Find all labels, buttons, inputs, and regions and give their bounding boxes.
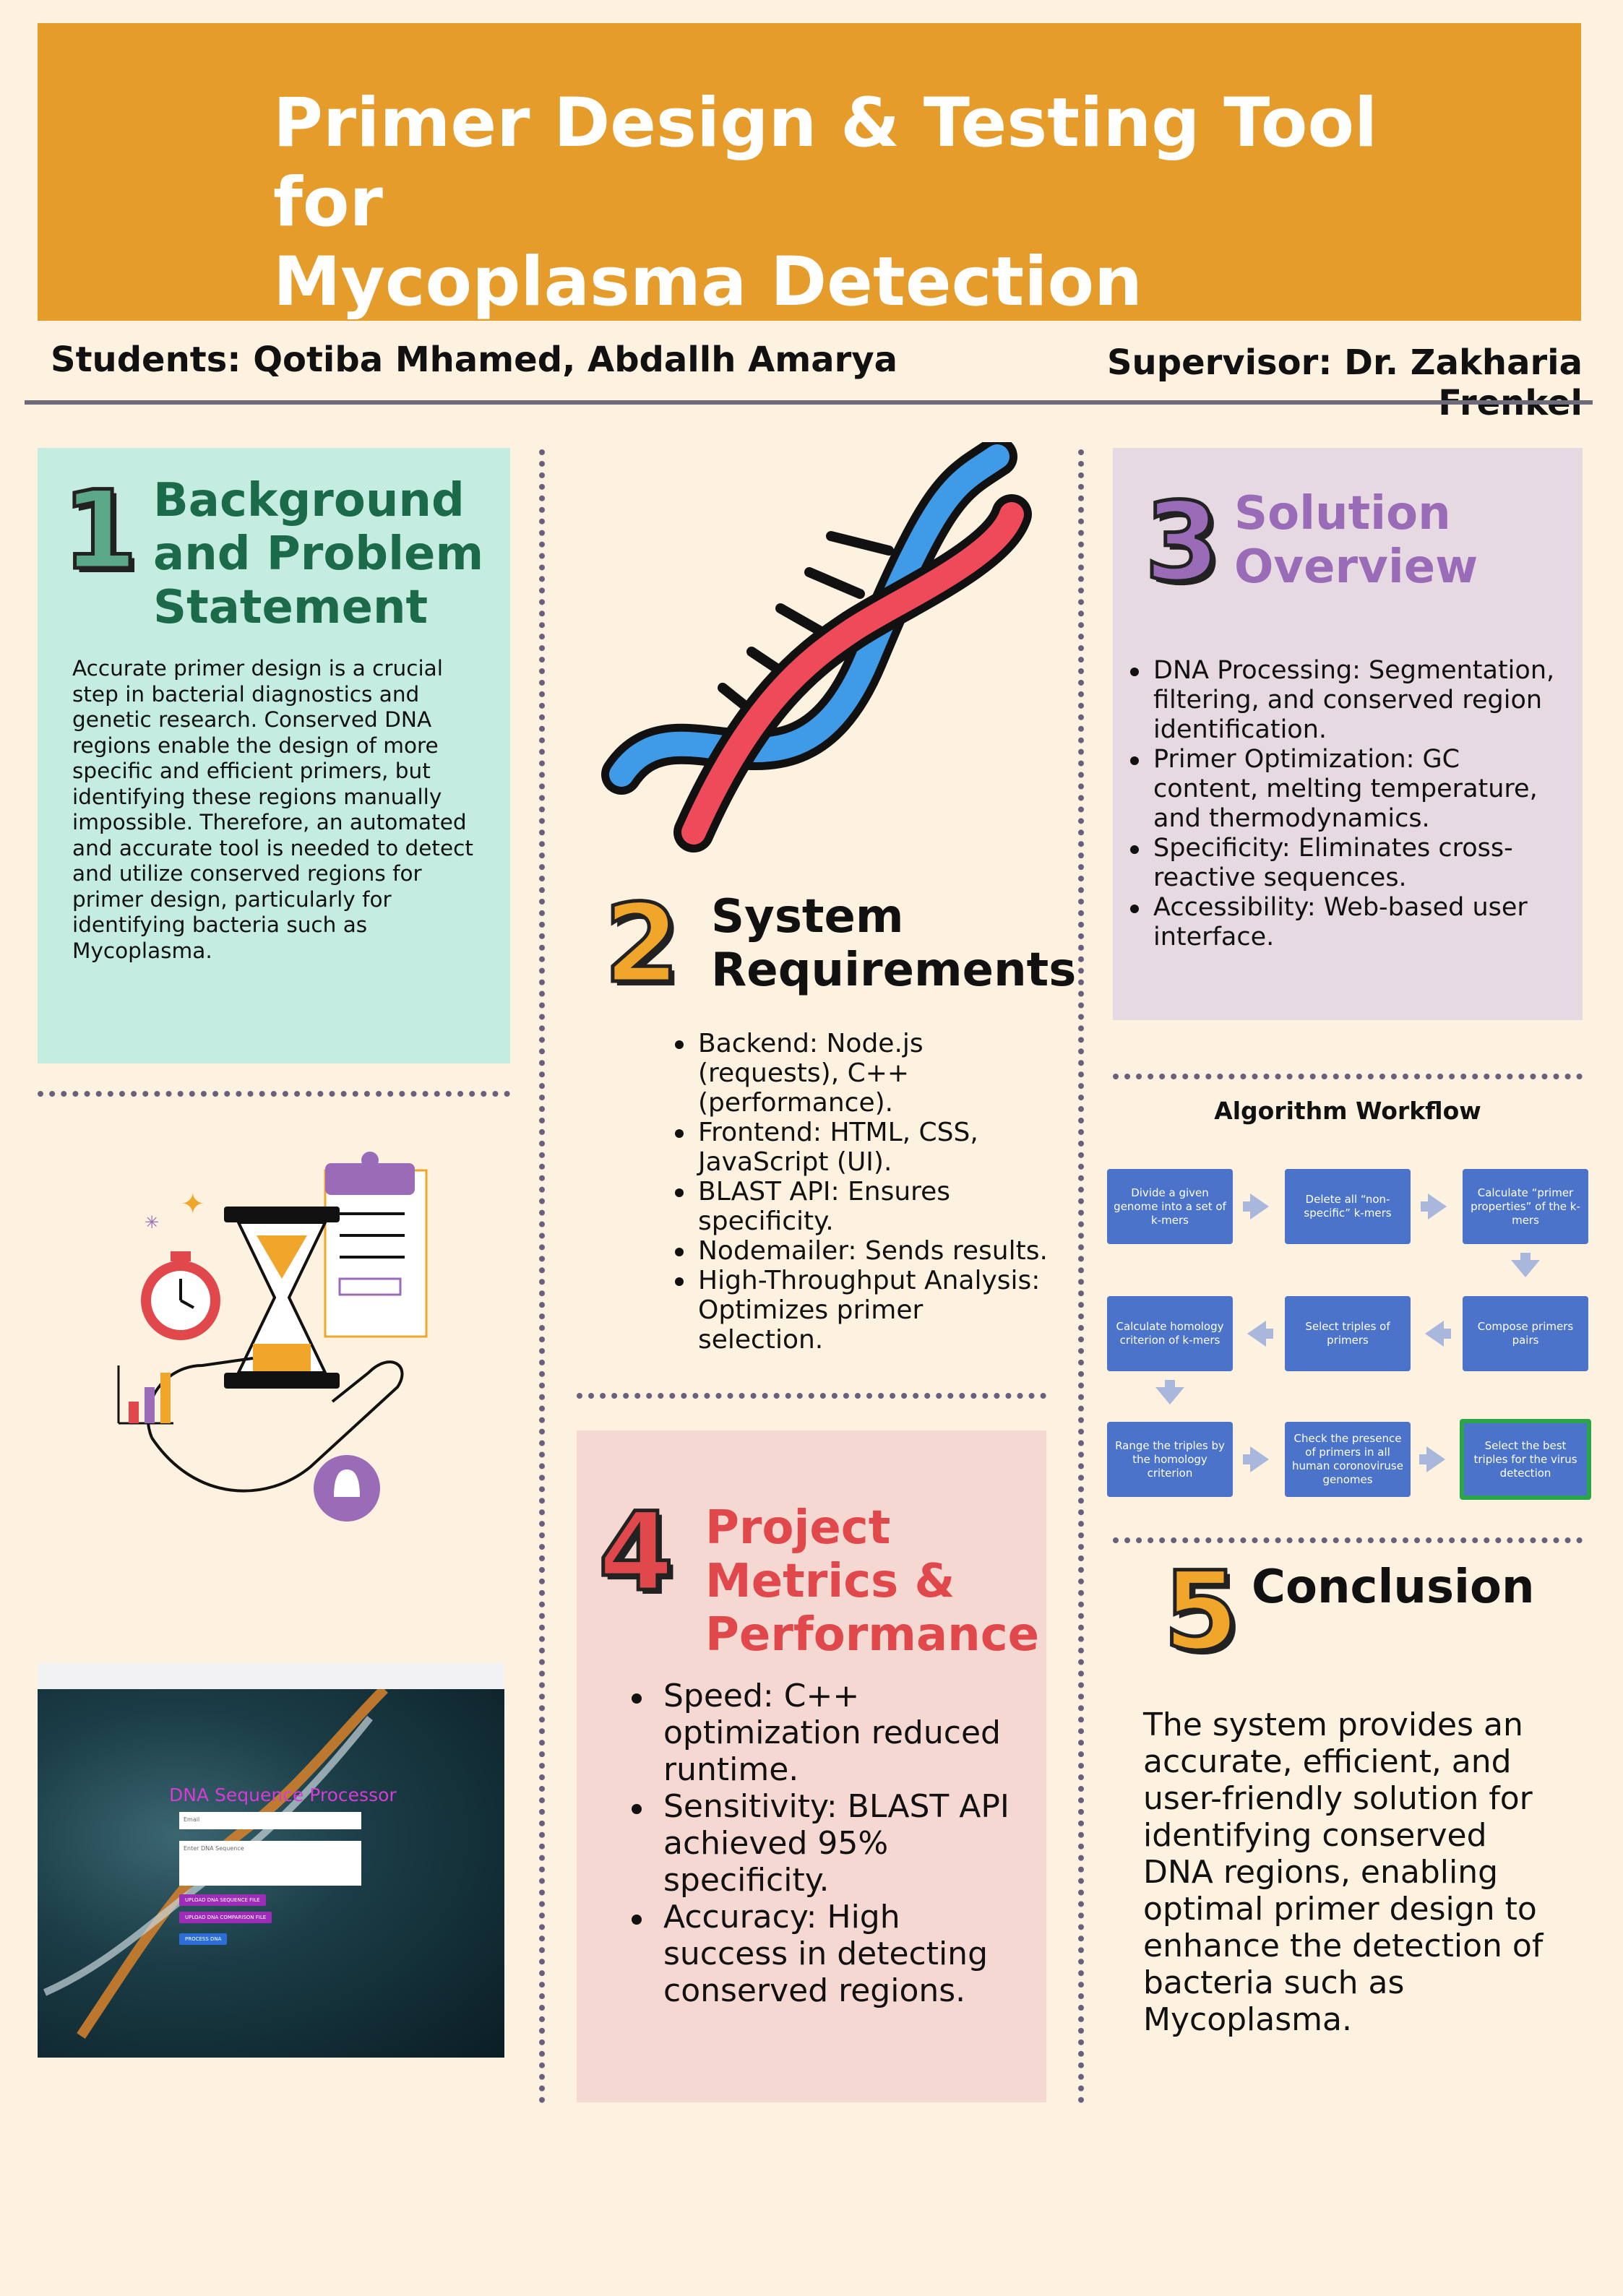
list-item: Specificity: Eliminates cross-reactive s… <box>1127 834 1568 893</box>
list-item: Accuracy: High success in detecting cons… <box>629 1899 1019 2009</box>
section-background-panel <box>38 448 510 1063</box>
workflow-title: Algorithm Workflow <box>1214 1097 1481 1125</box>
process-dna-button[interactable]: PROCESS DNA <box>179 1933 228 1945</box>
dna-sequence-input[interactable]: Enter DNA Sequence <box>179 1841 361 1886</box>
list-item: Primer Optimization: GC content, melting… <box>1127 745 1568 834</box>
svg-text:✳: ✳ <box>145 1212 159 1233</box>
list-item: BLAST API: Ensures specificity. <box>672 1177 1055 1236</box>
header-banner <box>38 23 1581 321</box>
workflow-step-range: Range the triples by the homology criter… <box>1107 1422 1233 1497</box>
arrow-down-icon <box>1511 1260 1540 1277</box>
poster-title: Primer Design & Testing Tool for Mycopla… <box>273 84 1502 322</box>
section-2-title: System Requirements <box>711 890 1077 997</box>
arrow-down-icon <box>1165 1380 1175 1389</box>
section-4-title: Project Metrics & Performance <box>705 1501 1040 1662</box>
metrics-list: Speed: C++ optimization reduced runtime.… <box>629 1678 1019 2009</box>
row-divider-workflow <box>1113 1537 1583 1543</box>
list-item: DNA Processing: Segmentation, filtering,… <box>1127 656 1568 745</box>
app-screenshot: DNA Sequence Processor Email Enter DNA S… <box>38 1663 504 2058</box>
workflow-step-divide: Divide a given genome into a set of k-me… <box>1107 1169 1233 1244</box>
section-1-title: Background and Problem Statement <box>153 474 484 634</box>
arrow-right-icon <box>1426 1446 1445 1472</box>
arrow-down-icon <box>1155 1387 1184 1404</box>
list-item: High-Throughput Analysis: Optimizes prim… <box>672 1266 1055 1355</box>
arrow-right-icon <box>1250 1446 1269 1472</box>
workflow-step-delete: Delete all “non-specific” k-mers <box>1285 1169 1411 1244</box>
svg-text:✦: ✦ <box>181 1188 205 1221</box>
arrow-left-icon <box>1425 1321 1444 1347</box>
list-item: Sensitivity: BLAST API achieved 95% spec… <box>629 1788 1019 1899</box>
hourglass-hand-illustration: ✦ ✳ <box>117 1152 428 1522</box>
arrow-left-icon <box>1265 1329 1273 1339</box>
hourglass-icon <box>224 1207 340 1222</box>
title-line-1: Primer Design & Testing Tool for <box>273 84 1378 242</box>
solution-list: DNA Processing: Segmentation, filtering,… <box>1127 656 1568 952</box>
list-item: Frontend: HTML, CSS, JavaScript (UI). <box>672 1118 1055 1177</box>
dna-helix-illustration <box>601 442 1032 853</box>
list-item: Nodemailer: Sends results. <box>672 1236 1055 1266</box>
row-divider-s1 <box>38 1091 510 1097</box>
section-5-title: Conclusion <box>1252 1561 1535 1614</box>
header-divider <box>25 400 1593 405</box>
section-4-number: 4 <box>596 1490 675 1615</box>
workflow-step-select-triples: Select triples of primers <box>1285 1296 1411 1371</box>
browser-toolbar <box>38 1663 504 1689</box>
section-3-number: 3 <box>1142 480 1221 605</box>
email-field[interactable]: Email <box>179 1812 361 1829</box>
section-2-number: 2 <box>602 881 681 1007</box>
workflow-step-homology: Calculate homology criterion of k-mers <box>1107 1296 1233 1371</box>
section-1-body: Accurate primer design is a crucial step… <box>72 656 473 963</box>
list-item: Backend: Node.js (requests), C++ (perfor… <box>672 1029 1055 1118</box>
title-line-2: Mycoplasma Detection <box>273 243 1142 321</box>
arrow-right-icon <box>1419 1454 1428 1464</box>
column-divider-left <box>539 449 545 2104</box>
arrow-left-icon <box>1442 1329 1451 1339</box>
arrow-down-icon <box>1520 1253 1531 1261</box>
arrow-right-icon <box>1243 1454 1252 1464</box>
list-item: Accessibility: Web-based user interface. <box>1127 893 1568 952</box>
app-title: DNA Sequence Processor <box>169 1784 397 1805</box>
section-5-body: The system provides an accurate, efficie… <box>1143 1706 1544 2038</box>
section-solution-panel <box>1113 448 1583 1020</box>
row-divider-s3 <box>1113 1074 1583 1079</box>
arrow-right-icon <box>1243 1201 1252 1212</box>
workflow-step-check-presence: Check the presence of primers in all hum… <box>1285 1422 1411 1497</box>
section-metrics-panel <box>577 1430 1046 2102</box>
column-divider-right <box>1078 449 1084 2104</box>
students-label: Students: Qotiba Mhamed, Abdallh Amarya <box>51 340 897 380</box>
upload-sequence-button[interactable]: UPLOAD DNA SEQUENCE FILE <box>179 1894 266 1906</box>
upload-comparison-button[interactable]: UPLOAD DNA COMPARISON FILE <box>179 1912 272 1923</box>
section-1-number: 1 <box>60 468 139 594</box>
arrow-left-icon <box>1247 1321 1266 1347</box>
clipboard-icon <box>325 1163 415 1195</box>
row-divider-s2 <box>577 1393 1046 1399</box>
arrow-right-icon <box>1428 1194 1447 1220</box>
list-item: Speed: C++ optimization reduced runtime. <box>629 1678 1019 1788</box>
arrow-right-icon <box>1421 1201 1429 1212</box>
section-5-number: 5 <box>1161 1549 1240 1675</box>
workflow-step-select-best: Select the best triples for the virus de… <box>1460 1419 1591 1500</box>
supervisor-label: Supervisor: Dr. Zakharia Frenkel <box>1106 342 1583 423</box>
arrow-right-icon <box>1250 1194 1269 1220</box>
bar-chart-icon <box>117 1365 173 1425</box>
section-3-title: Solution Overview <box>1234 487 1478 594</box>
requirements-list: Backend: Node.js (requests), C++ (perfor… <box>672 1029 1055 1355</box>
workflow-step-compose-pairs: Compose primers pairs <box>1463 1296 1588 1371</box>
workflow-step-calculate-properties: Calculate “primer properties” of the k-m… <box>1463 1169 1588 1244</box>
